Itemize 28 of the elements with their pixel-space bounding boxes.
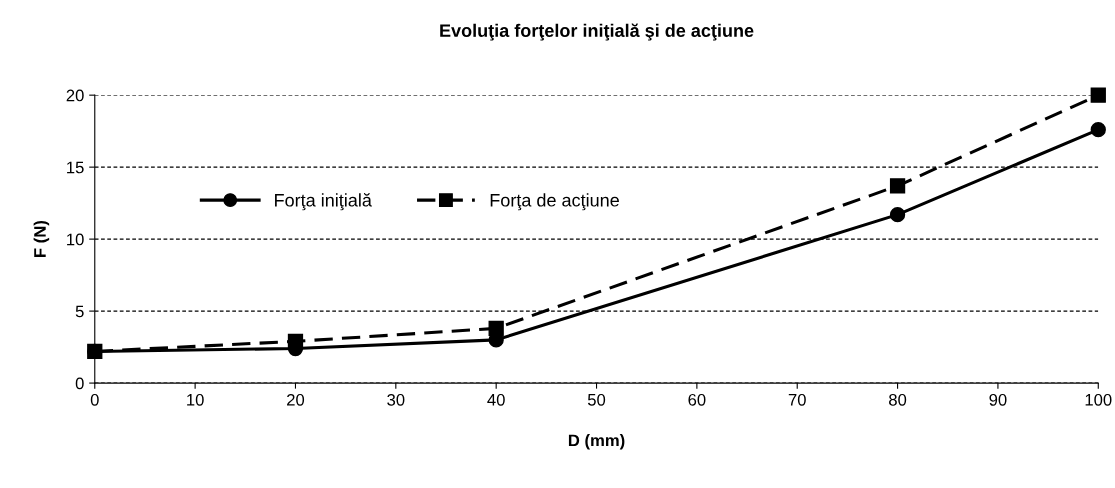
x-tick-label: 100 — [1085, 393, 1112, 406]
y-tick-label: 10 — [67, 233, 84, 246]
x-tick-label: 90 — [989, 393, 1007, 406]
point — [87, 343, 103, 360]
point — [488, 320, 504, 337]
x-tick-label: 50 — [587, 393, 606, 406]
x-tick-label: 0 — [90, 393, 99, 406]
y-tick-label: 0 — [75, 377, 84, 390]
legend-label: Forţa iniţială — [275, 193, 372, 211]
x-tick-label: 60 — [688, 393, 706, 406]
point — [889, 207, 906, 223]
x-tick-label: 30 — [387, 393, 405, 406]
legend-label: Forţa de acţiune — [490, 193, 619, 211]
point — [287, 333, 304, 349]
x-axis-title: D (mm) — [568, 434, 625, 450]
y-axis-title: F (N) — [33, 220, 50, 257]
x-tick-label: 10 — [187, 393, 204, 406]
y-tick-label: 5 — [75, 305, 84, 318]
x-tick-label: 80 — [889, 393, 907, 406]
point — [1090, 122, 1106, 138]
x-tick-label: 40 — [487, 393, 505, 406]
point — [1090, 87, 1106, 103]
y-tick-label: 15 — [67, 161, 84, 174]
x-tick-label: 70 — [788, 393, 806, 406]
x-tick-label: 20 — [287, 393, 305, 406]
chart-title: Evoluţia forţelor iniţială şi de acţiune — [440, 23, 754, 41]
point — [889, 178, 906, 194]
y-tick-label: 20 — [66, 89, 84, 102]
